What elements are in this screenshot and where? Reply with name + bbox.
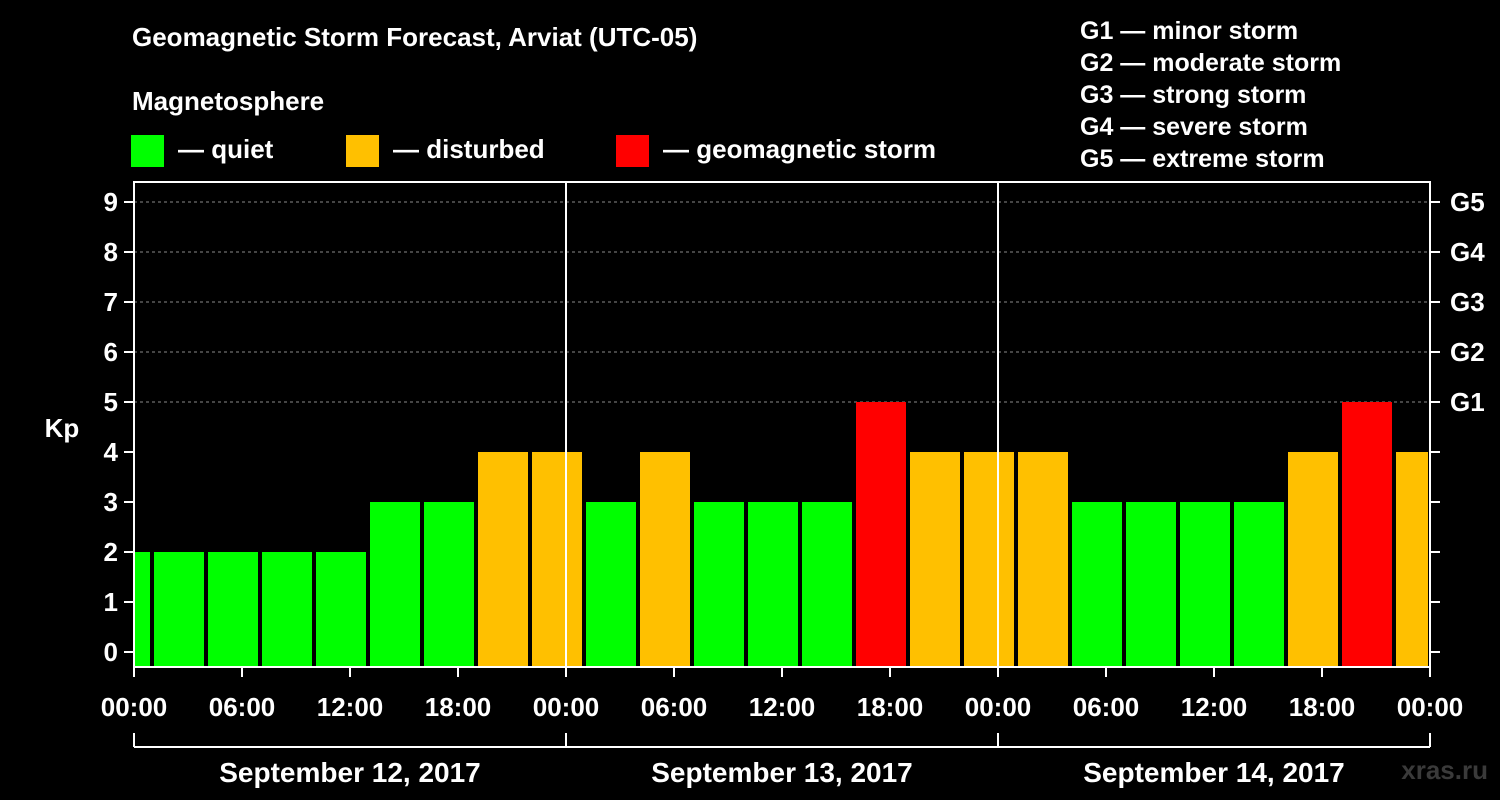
kp-bar [1288, 452, 1338, 667]
kp-bar [1072, 502, 1122, 667]
legend-label-disturbed: — disturbed [393, 134, 545, 164]
y-tick-label: 8 [104, 237, 118, 267]
kp-bar [1018, 452, 1068, 667]
chart-title: Geomagnetic Storm Forecast, Arviat (UTC-… [132, 22, 698, 52]
kp-bar [1126, 502, 1176, 667]
storm-scale-g3: G3 — strong storm [1080, 81, 1307, 109]
storm-scale-legend: G1 — minor storm G2 — moderate storm G3 … [1080, 15, 1341, 175]
legend-label-quiet: — quiet [178, 134, 274, 164]
kp-bar [262, 552, 312, 667]
y-tick-label: 4 [104, 437, 119, 467]
x-tick-label: 12:00 [749, 692, 816, 722]
kp-bar [532, 452, 582, 667]
y-tick-label: 6 [104, 337, 118, 367]
kp-bar [478, 452, 528, 667]
y-tick-label: 1 [104, 587, 118, 617]
day-label: September 12, 2017 [219, 757, 481, 788]
kp-bar [1234, 502, 1284, 667]
x-tick-label: 18:00 [857, 692, 924, 722]
storm-scale-g5: G5 — extreme storm [1080, 145, 1325, 173]
kp-bar [640, 452, 690, 667]
x-tick-label: 12:00 [1181, 692, 1248, 722]
kp-bar [802, 502, 852, 667]
y-tick-label: 3 [104, 487, 118, 517]
storm-scale-g4: G4 — severe storm [1080, 113, 1308, 141]
kp-bar [694, 502, 744, 667]
kp-bar [1396, 452, 1428, 667]
kp-bar [316, 552, 366, 667]
kp-bar [1342, 402, 1392, 667]
chart-subtitle: Magnetosphere [132, 86, 325, 116]
kp-bar [154, 552, 204, 667]
x-tick-label: 00:00 [965, 692, 1032, 722]
g-scale-label: G1 [1450, 387, 1485, 417]
x-tick-label: 00:00 [533, 692, 600, 722]
kp-bar [370, 502, 420, 667]
y-axis-label: Kp [45, 413, 80, 443]
kp-bar [856, 402, 906, 667]
g-scale-label: G4 [1450, 237, 1485, 267]
x-tick-label: 00:00 [1397, 692, 1464, 722]
y-tick-label: 5 [104, 387, 118, 417]
kp-bar [424, 502, 474, 667]
y-tick-label: 0 [104, 637, 118, 667]
y-tick-label: 2 [104, 537, 118, 567]
kp-bar [910, 452, 960, 667]
day-label: September 14, 2017 [1083, 757, 1345, 788]
legend-swatch-quiet [131, 135, 164, 167]
legend-label-storm: — geomagnetic storm [663, 134, 937, 164]
day-label: September 13, 2017 [651, 757, 913, 788]
kp-bar [586, 502, 636, 667]
x-tick-label: 06:00 [641, 692, 708, 722]
x-tick-label: 18:00 [1289, 692, 1356, 722]
storm-scale-g1: G1 — minor storm [1080, 17, 1299, 45]
kp-bar [748, 502, 798, 667]
x-tick-label: 00:00 [101, 692, 168, 722]
y-tick-label: 7 [104, 287, 118, 317]
x-tick-label: 18:00 [425, 692, 492, 722]
x-tick-label: 06:00 [209, 692, 276, 722]
g-scale-label: G2 [1450, 337, 1485, 367]
x-tick-label: 06:00 [1073, 692, 1140, 722]
kp-bar [964, 452, 1014, 667]
y-tick-label: 9 [104, 187, 118, 217]
kp-bar [208, 552, 258, 667]
watermark: xras.ru [1401, 755, 1488, 785]
g-scale-label: G3 [1450, 287, 1485, 317]
x-tick-label: 12:00 [317, 692, 384, 722]
kp-bar [135, 552, 150, 667]
storm-scale-g2: G2 — moderate storm [1080, 49, 1342, 77]
legend-swatch-storm [616, 135, 649, 167]
legend-swatch-disturbed [346, 135, 379, 167]
g-scale-label: G5 [1450, 187, 1485, 217]
kp-bar [1180, 502, 1230, 667]
